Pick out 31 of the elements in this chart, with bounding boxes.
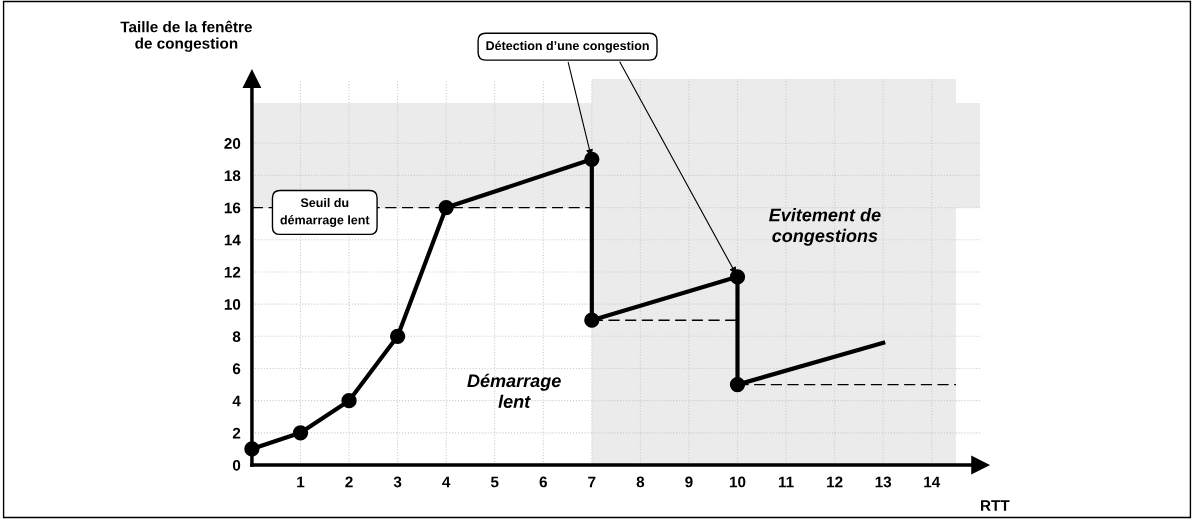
y-tick-label: 20 <box>224 138 241 149</box>
x-tick-label: 9 <box>685 476 693 488</box>
y-tick-label: 12 <box>224 266 241 278</box>
y-tick-label: 2 <box>232 427 241 439</box>
y-tick-label: 18 <box>224 170 241 182</box>
x-tick-label: 5 <box>490 476 499 488</box>
x-tick-label: 6 <box>539 476 547 488</box>
x-tick-label: 1 <box>297 476 305 488</box>
annotation: Evitement de congestions <box>769 208 881 246</box>
x-tick-label: 12 <box>827 476 843 488</box>
x-tick-label: 7 <box>588 476 596 488</box>
y-tick-label: 6 <box>232 363 241 375</box>
y-tick-label: 14 <box>224 234 241 246</box>
y-tick-label: 4 <box>232 395 241 407</box>
x-tick-label: 10 <box>729 476 746 488</box>
y-tick-label: 10 <box>224 299 241 310</box>
y-tick-label: 16 <box>224 202 241 214</box>
y-tick-label: 0 <box>232 459 241 471</box>
x-tick-label: 2 <box>345 476 353 488</box>
annotation: Démarrage lent <box>467 373 561 408</box>
x-tick-label: 3 <box>393 476 402 488</box>
x-tick-label: 13 <box>875 476 892 488</box>
x-axis-title: RTT <box>981 500 1010 511</box>
x-tick-label: 8 <box>636 476 645 488</box>
y-axis-title: Taille de la fenêtre de congestion <box>120 20 252 52</box>
x-tick-label: 4 <box>442 476 451 488</box>
y-tick-label: 8 <box>232 331 241 342</box>
annotation: Détection d’une congestion <box>486 40 649 53</box>
x-tick-label: 14 <box>924 476 941 488</box>
annotation: Seuil du démarrage lent <box>280 197 370 227</box>
x-tick-label: 11 <box>778 476 794 488</box>
